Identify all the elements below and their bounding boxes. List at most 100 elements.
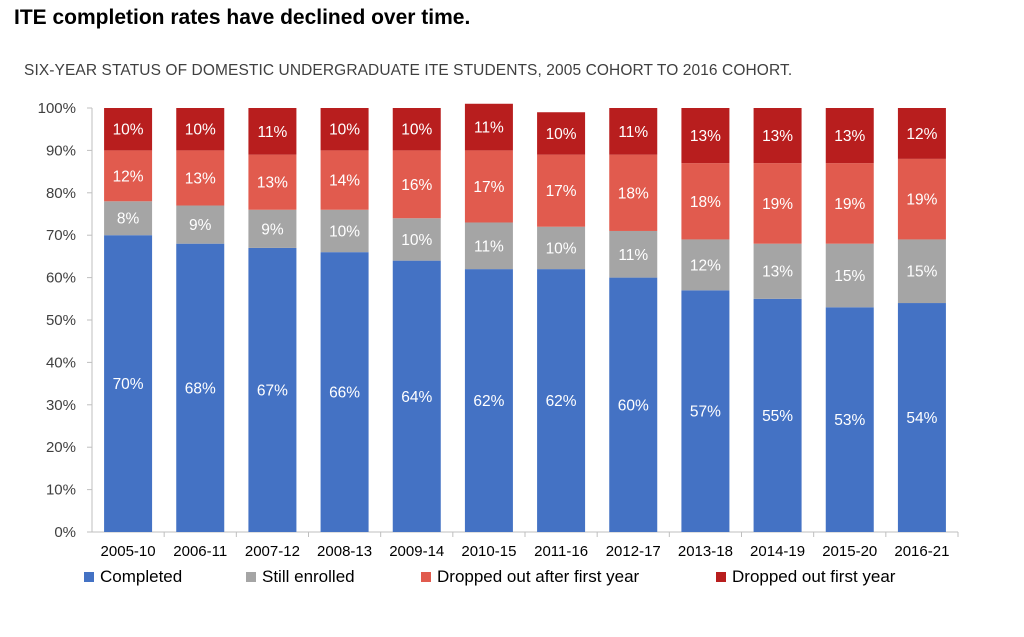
- bar-segment: [537, 269, 586, 532]
- bar-segment: [681, 290, 730, 532]
- data-label: 16%: [401, 177, 432, 194]
- bar-segment: [392, 150, 441, 219]
- data-label: 9%: [189, 217, 212, 234]
- bar-segment: [609, 108, 658, 155]
- bar-segment: [537, 226, 586, 270]
- data-label: 19%: [906, 192, 937, 209]
- data-label: 60%: [618, 397, 649, 414]
- data-label: 12%: [690, 257, 721, 274]
- data-label: 13%: [690, 128, 721, 145]
- bar-segment: [464, 150, 513, 223]
- x-tick-label: 2012-17: [606, 543, 661, 560]
- data-label: 8%: [117, 211, 140, 228]
- bar-segment: [320, 209, 369, 253]
- bar-segment: [104, 150, 153, 202]
- y-tick-label: 0%: [54, 524, 76, 541]
- data-label: 13%: [762, 264, 793, 281]
- data-label: 62%: [546, 393, 577, 410]
- data-label: 13%: [834, 128, 865, 145]
- data-label: 17%: [473, 179, 504, 196]
- data-label: 10%: [401, 122, 432, 139]
- bar-segment: [609, 154, 658, 231]
- x-tick-label: 2016-21: [894, 543, 949, 560]
- data-label: 15%: [834, 268, 865, 285]
- data-label: 10%: [329, 122, 360, 139]
- data-label: 11%: [474, 238, 504, 255]
- bar-segment: [392, 260, 441, 532]
- data-label: 10%: [546, 126, 577, 143]
- y-tick-label: 50%: [46, 312, 76, 329]
- legend-label: Completed: [100, 567, 182, 586]
- bar-segment: [104, 108, 153, 151]
- data-label: 19%: [762, 196, 793, 213]
- legend-label: Dropped out first year: [732, 567, 896, 586]
- legend-swatch: [421, 572, 431, 582]
- x-tick-label: 2006-11: [173, 543, 227, 560]
- data-label: 57%: [690, 404, 721, 421]
- data-label: 11%: [474, 120, 504, 137]
- bar-segment: [392, 108, 441, 151]
- legend-label: Dropped out after first year: [437, 567, 640, 586]
- bar-segment: [609, 277, 658, 532]
- bar-segment: [248, 108, 297, 155]
- data-label: 10%: [329, 223, 360, 240]
- bar-segment: [825, 108, 874, 164]
- legend-swatch: [716, 572, 726, 582]
- bar-segment: [753, 108, 802, 164]
- y-tick-label: 60%: [46, 270, 76, 287]
- bar-segment: [104, 235, 153, 532]
- bar-segment: [753, 298, 802, 532]
- bar-segment: [897, 303, 946, 532]
- data-label: 68%: [185, 380, 216, 397]
- data-label: 66%: [329, 385, 360, 402]
- bar-segment: [825, 307, 874, 532]
- data-label: 13%: [257, 175, 288, 192]
- data-label: 11%: [257, 124, 287, 141]
- data-label: 67%: [257, 382, 288, 399]
- bar-segment: [464, 269, 513, 532]
- data-label: 12%: [113, 168, 144, 185]
- bar-segment: [248, 209, 297, 248]
- y-tick-label: 20%: [46, 439, 76, 456]
- x-tick-label: 2008-13: [317, 543, 372, 560]
- data-label: 18%: [690, 194, 721, 211]
- y-tick-label: 100%: [38, 100, 76, 117]
- x-tick-label: 2007-12: [245, 543, 300, 560]
- data-label: 53%: [834, 412, 865, 429]
- data-label: 11%: [618, 124, 648, 141]
- bar-segment: [681, 163, 730, 240]
- bar-segment: [176, 205, 225, 244]
- bar-segment: [248, 154, 297, 210]
- x-tick-label: 2015-20: [822, 543, 877, 560]
- x-tick-label: 2013-18: [678, 543, 733, 560]
- bar-segment: [537, 154, 586, 227]
- data-label: 10%: [185, 122, 216, 139]
- bar-segment: [320, 108, 369, 151]
- bar-segment: [609, 230, 658, 278]
- data-label: 13%: [185, 170, 216, 187]
- data-label: 19%: [834, 196, 865, 213]
- bar-segment: [320, 252, 369, 532]
- bar-segment: [176, 108, 225, 151]
- y-tick-label: 40%: [46, 354, 76, 371]
- x-tick-label: 2011-16: [534, 543, 588, 560]
- bar-segment: [176, 150, 225, 206]
- legend-label: Still enrolled: [262, 567, 355, 586]
- data-label: 18%: [618, 185, 649, 202]
- x-tick-label: 2009-14: [389, 543, 444, 560]
- data-label: 9%: [261, 221, 284, 238]
- bar-segment: [176, 243, 225, 532]
- bar-segment: [897, 108, 946, 159]
- bar-segment: [464, 222, 513, 270]
- y-tick-label: 30%: [46, 397, 76, 414]
- bar-segment: [681, 239, 730, 291]
- data-label: 10%: [113, 122, 144, 139]
- data-label: 10%: [401, 232, 432, 249]
- bar-segment: [104, 201, 153, 236]
- x-tick-label: 2010-15: [461, 543, 516, 560]
- data-label: 14%: [329, 173, 360, 190]
- bar-segment: [464, 103, 513, 151]
- bar-segment: [825, 163, 874, 244]
- data-label: 64%: [401, 389, 432, 406]
